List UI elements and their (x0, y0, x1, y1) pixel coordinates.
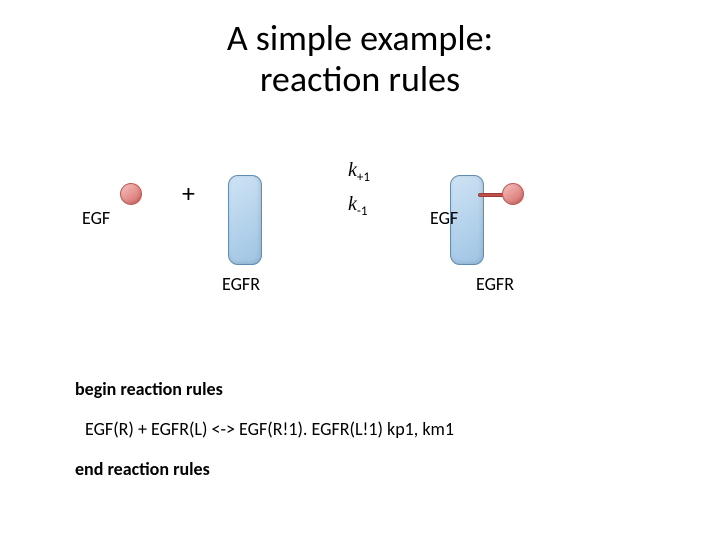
rate-reverse-sub: -1 (357, 204, 368, 219)
egfr-receptor-left (228, 175, 262, 265)
rate-forward: k+1 (348, 159, 370, 185)
slide-title: A simple example: reaction rules (0, 18, 720, 101)
code-end: end reaction rules (75, 458, 210, 480)
egfr-label-left: EGFR (222, 273, 260, 295)
egfr-label-right: EGFR (476, 273, 514, 295)
rate-reverse: k-1 (348, 193, 367, 219)
plus-symbol: + (182, 177, 195, 209)
rate-forward-sub: +1 (357, 170, 370, 185)
egf-label-left: EGF (82, 207, 110, 229)
slide: A simple example: reaction rules EGF + E… (0, 0, 720, 540)
title-line-1: A simple example: (227, 16, 493, 60)
egf-molecule-right (502, 183, 524, 205)
rate-reverse-symbol: k (348, 193, 357, 215)
egf-molecule-left (120, 183, 142, 205)
title-line-2: reaction rules (260, 57, 460, 101)
code-begin: begin reaction rules (75, 378, 223, 400)
code-rule: EGF(R) + EGFR(L) <-> EGF(R!1). EGFR(L!1)… (85, 418, 454, 440)
rate-forward-symbol: k (348, 159, 357, 181)
egf-label-right: EGF (430, 207, 458, 229)
reaction-diagram: EGF + EGFR k+1 k-1 EGF EGFR (100, 155, 620, 325)
